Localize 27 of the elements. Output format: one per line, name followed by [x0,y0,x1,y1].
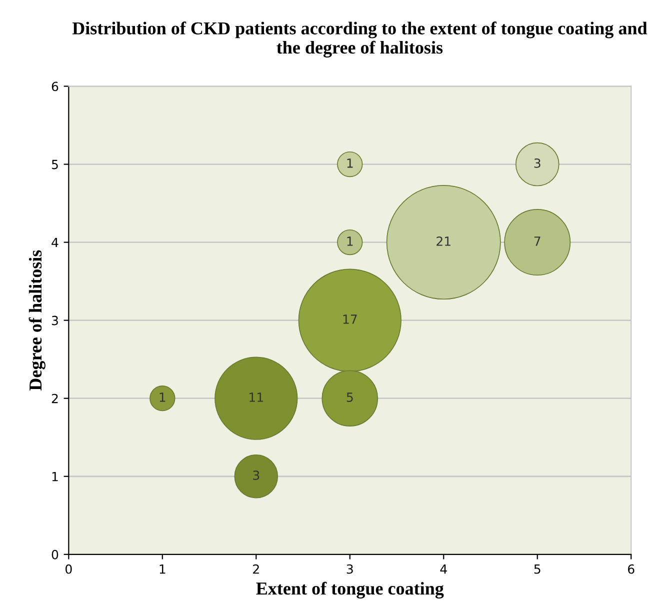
y-axis-title: Degree of halitosis [28,250,46,391]
x-tick-label: 4 [440,564,447,574]
x-tick-label: 0 [66,564,72,574]
data-label: 1 [347,236,353,246]
x-axis-title: Extent of tongue coating [256,582,444,598]
y-tick-label: 1 [52,472,58,482]
y-tick-label: 0 [52,550,58,560]
data-label: 11 [250,392,263,402]
data-label: 1 [160,392,166,402]
data-label: 1 [347,158,353,168]
y-tick-label: 5 [52,160,58,170]
x-tick-label: 5 [534,564,540,574]
x-tick-label: 1 [160,564,166,574]
chart-title: Distribution of CKD patients according to the extent of tongue coating and the degree of halitosis [72,22,648,58]
y-tick-label: 2 [52,394,58,404]
x-tick-label: 2 [253,564,259,574]
x-tick-label: 6 [628,564,634,574]
y-tick-label: 4 [52,238,58,248]
data-label: 17 [343,314,357,324]
data-label: 7 [534,236,540,246]
data-label: 5 [346,392,353,402]
data-label: 21 [436,236,450,246]
x-tick-label: 3 [346,564,353,574]
y-tick-label: 6 [52,82,58,92]
data-label: 3 [253,470,260,480]
data-label: 3 [534,158,540,168]
y-tick-label: 3 [52,316,58,326]
